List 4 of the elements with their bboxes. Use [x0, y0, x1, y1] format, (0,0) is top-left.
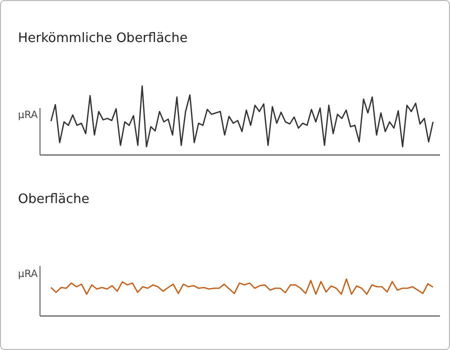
y-axis-title: µRA — [18, 110, 38, 121]
chart-title: Oberfläche — [18, 192, 90, 207]
y-axis-title: µRA — [18, 269, 38, 280]
chart-title: Herkömmliche Oberfläche — [18, 31, 188, 46]
